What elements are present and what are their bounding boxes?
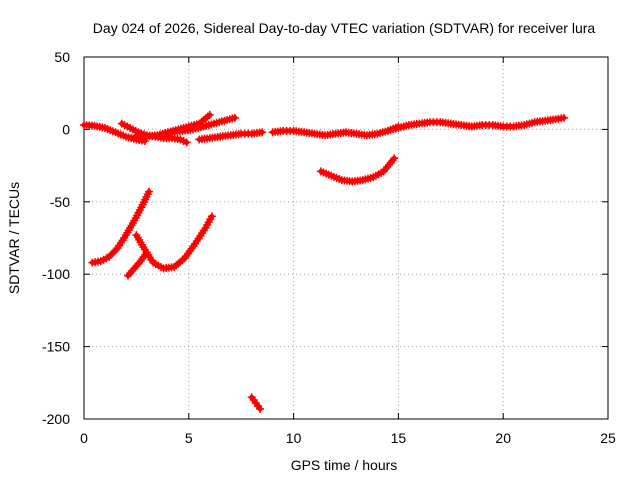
y-axis-label: SDTVAR / TECUs — [6, 182, 22, 294]
series-arc-5 — [195, 128, 267, 144]
data-point — [559, 113, 568, 122]
series-arc-8 — [316, 154, 399, 186]
data-series — [80, 110, 568, 413]
x-tick-label: 5 — [185, 430, 193, 446]
x-axis-label: GPS time / hours — [291, 457, 398, 473]
y-tick-label: -200 — [42, 411, 70, 427]
data-point — [142, 248, 151, 257]
x-tick-label: 0 — [80, 430, 88, 446]
axis-ticks: 0 5 10 15 20 25 -200 -150 -100 -50 0 50 — [42, 49, 616, 446]
data-point — [144, 187, 153, 196]
x-tick-label: 15 — [391, 430, 407, 446]
y-tick-label: -150 — [42, 339, 70, 355]
series-arc-1 — [80, 121, 149, 145]
y-tick-label: -50 — [50, 194, 70, 210]
y-tick-label: 0 — [62, 121, 70, 137]
x-tick-label: 10 — [286, 430, 302, 446]
data-point — [207, 212, 216, 221]
data-point — [182, 138, 191, 147]
data-point — [258, 128, 267, 137]
series-arc-10 — [132, 212, 216, 273]
series-arc-11 — [124, 248, 151, 280]
data-point — [390, 154, 399, 163]
series-arc-9 — [88, 187, 153, 267]
grid — [84, 57, 608, 419]
y-tick-label: 50 — [54, 49, 70, 65]
series-arc-6 — [268, 122, 403, 140]
chart-title: Day 024 of 2026, Sidereal Day-to-day VTE… — [93, 20, 596, 36]
data-point — [205, 110, 214, 119]
series-arc-12 — [247, 393, 265, 413]
data-point — [230, 113, 239, 122]
x-tick-label: 20 — [495, 430, 511, 446]
plot-frame — [83, 56, 609, 420]
x-tick-label: 25 — [600, 430, 616, 446]
series-arc-7 — [383, 113, 568, 135]
data-point — [256, 404, 265, 413]
y-tick-label: -100 — [42, 266, 70, 282]
series-arc-4 — [168, 113, 239, 137]
